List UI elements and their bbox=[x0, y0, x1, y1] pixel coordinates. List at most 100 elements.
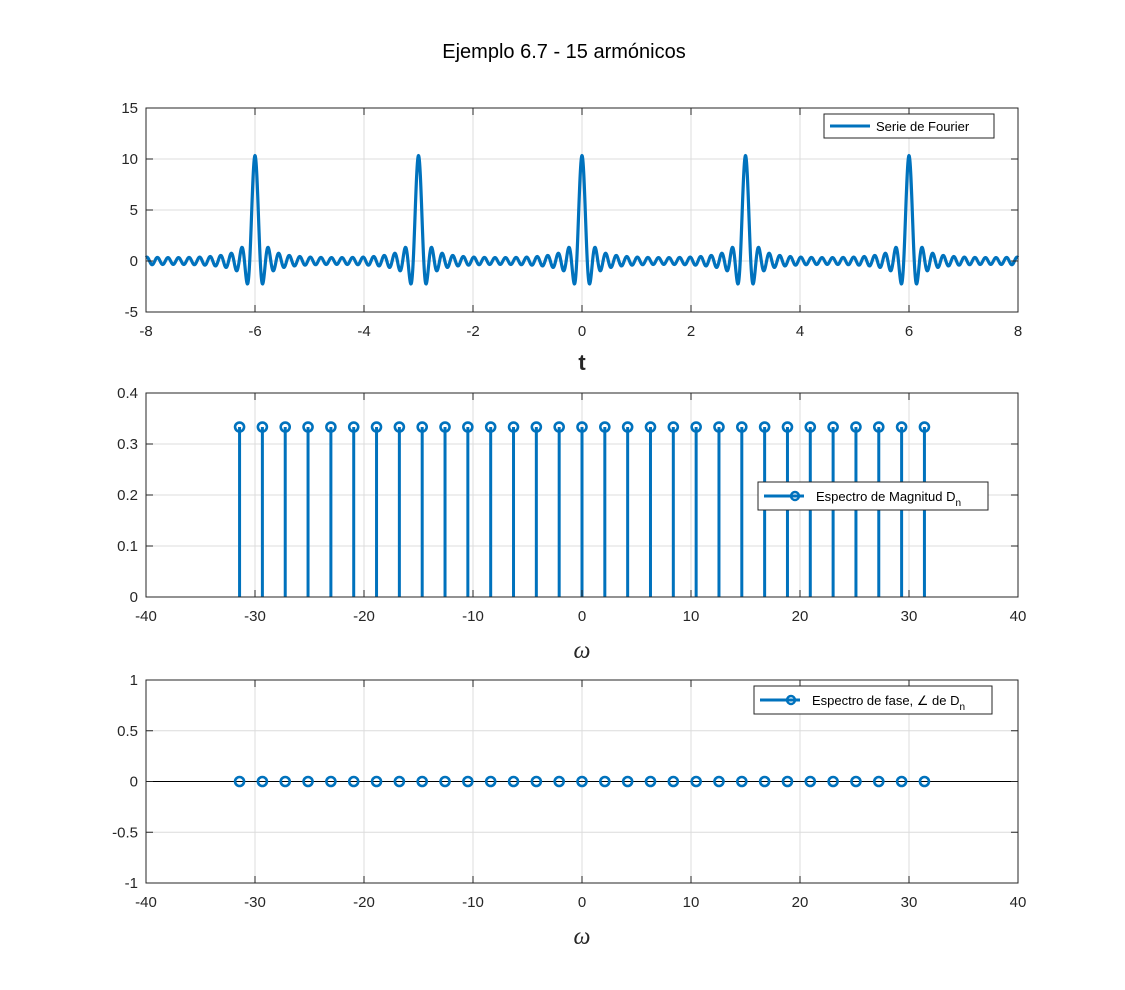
x-tick-label: -2 bbox=[466, 323, 479, 340]
stem-marker bbox=[781, 421, 794, 433]
stem-marker bbox=[325, 421, 337, 433]
stem-marker bbox=[644, 421, 657, 433]
x-tick-label: 40 bbox=[1010, 894, 1027, 911]
stem-marker bbox=[393, 775, 406, 788]
stem-marker bbox=[690, 775, 702, 788]
x-tick-label: 0 bbox=[578, 894, 586, 911]
x-tick-label: -6 bbox=[248, 323, 261, 340]
stem-marker bbox=[576, 775, 588, 788]
y-tick-label: 0 bbox=[130, 589, 138, 606]
stem-marker bbox=[233, 775, 246, 788]
y-tick-label: -1 bbox=[125, 875, 138, 892]
legend-swatch-marker bbox=[789, 490, 801, 502]
stem-marker bbox=[530, 421, 543, 433]
stem-marker bbox=[370, 421, 383, 433]
x-axis-label: ω bbox=[574, 924, 591, 950]
stem-marker bbox=[256, 421, 269, 433]
x-axis-label: t bbox=[578, 350, 586, 375]
stem-marker bbox=[781, 775, 794, 788]
stem-marker bbox=[553, 775, 565, 788]
stem-marker bbox=[804, 421, 817, 433]
x-tick-label: -30 bbox=[244, 608, 266, 625]
y-tick-label: 10 bbox=[121, 151, 138, 168]
y-tick-label: 0 bbox=[130, 774, 138, 791]
x-tick-label: -8 bbox=[139, 323, 152, 340]
stem-marker bbox=[439, 421, 451, 433]
stem-marker bbox=[644, 775, 657, 788]
x-tick-label: 30 bbox=[901, 894, 918, 911]
stem-marker bbox=[279, 421, 292, 433]
stem-marker bbox=[507, 775, 520, 788]
y-tick-label: 0.4 bbox=[117, 385, 138, 402]
time-signal-plot: -8 -6 -4 -2 0 2 4 6 8 -5 0 5 10 15 t Serie de Fourier bbox=[121, 100, 1022, 375]
stem-marker bbox=[325, 775, 337, 788]
magnitude-spectrum-plot: -40 -30 -20 -10 0 10 20 30 40 0 0.1 0.2 0.3 0.4 ω Espec… bbox=[117, 385, 1026, 664]
stem-marker bbox=[736, 421, 748, 433]
y-tick-label: 0.5 bbox=[117, 723, 138, 740]
y-tick-label: -5 bbox=[125, 304, 138, 321]
x-tick-label: 6 bbox=[905, 323, 913, 340]
stem-marker bbox=[279, 775, 292, 788]
stem-marker bbox=[667, 775, 680, 788]
x-tick-label: -10 bbox=[462, 608, 484, 625]
stem-marker bbox=[713, 775, 725, 788]
stem-marker bbox=[302, 775, 314, 788]
x-tick-label: 8 bbox=[1014, 323, 1022, 340]
legend-label: Espectro de Magnitud Dn bbox=[816, 489, 961, 509]
series-line-fourier bbox=[144, 154, 1020, 286]
x-tick-label: 0 bbox=[578, 608, 586, 625]
legend: Espectro de fase, ∠ de Dn bbox=[753, 685, 993, 715]
stem-marker bbox=[758, 421, 771, 433]
x-tick-label: 30 bbox=[901, 608, 918, 625]
x-tick-label: -40 bbox=[135, 608, 157, 625]
legend: Espectro de Magnitud Dn bbox=[757, 481, 989, 511]
stem-marker bbox=[599, 421, 611, 433]
y-tick-label: -0.5 bbox=[112, 824, 138, 841]
stem-marker bbox=[667, 421, 680, 433]
y-tick-label: 5 bbox=[130, 202, 138, 219]
y-tick-label: 0.3 bbox=[117, 436, 138, 453]
figure-title: Ejemplo 6.7 - 15 armónicos bbox=[442, 41, 685, 63]
stem-marker bbox=[302, 421, 314, 433]
legend-label: Serie de Fourier bbox=[876, 119, 970, 134]
stem-marker bbox=[827, 421, 839, 433]
x-tick-label: -20 bbox=[353, 894, 375, 911]
y-tick-label: 0.1 bbox=[117, 538, 138, 555]
x-tick-label: -20 bbox=[353, 608, 375, 625]
stem-marker bbox=[804, 775, 817, 788]
stem-marker bbox=[872, 775, 885, 788]
x-tick-label: 0 bbox=[578, 323, 586, 340]
x-tick-label: 40 bbox=[1010, 608, 1027, 625]
x-tick-label: 2 bbox=[687, 323, 695, 340]
stem-marker bbox=[713, 421, 725, 433]
y-tick-label: 0 bbox=[130, 253, 138, 270]
stem-marker bbox=[347, 421, 360, 433]
stem-marker bbox=[918, 421, 931, 433]
stem-marker bbox=[895, 421, 908, 433]
stem-marker bbox=[462, 421, 474, 433]
stem-marker bbox=[370, 775, 383, 788]
stem-marker bbox=[484, 775, 497, 788]
stem-marker bbox=[576, 421, 588, 433]
stem-marker bbox=[736, 775, 748, 788]
x-axis-label: ω bbox=[574, 638, 591, 664]
stem-marker bbox=[347, 775, 360, 788]
stem-marker bbox=[416, 775, 428, 788]
phase-spectrum-plot: -40 -30 -20 -10 0 10 20 30 40 -1 -0.5 0 0.5 1 ω Espectr… bbox=[112, 672, 1026, 950]
x-tick-label: 10 bbox=[683, 894, 700, 911]
stem-marker bbox=[553, 421, 565, 433]
stem-marker bbox=[599, 775, 611, 788]
x-tick-label: 4 bbox=[796, 323, 804, 340]
y-tick-label: 0.2 bbox=[117, 487, 138, 504]
legend: Serie de Fourier bbox=[823, 113, 995, 139]
legend-swatch-marker bbox=[785, 694, 797, 706]
y-tick-label: 1 bbox=[130, 672, 138, 689]
legend-label: Espectro de fase, ∠ de Dn bbox=[812, 693, 965, 713]
stem-marker bbox=[621, 421, 634, 433]
stem-marker bbox=[850, 775, 862, 788]
stem-marker bbox=[256, 775, 269, 788]
stem-marker bbox=[416, 421, 428, 433]
stem-marker bbox=[621, 775, 634, 788]
x-tick-label: 20 bbox=[792, 608, 809, 625]
